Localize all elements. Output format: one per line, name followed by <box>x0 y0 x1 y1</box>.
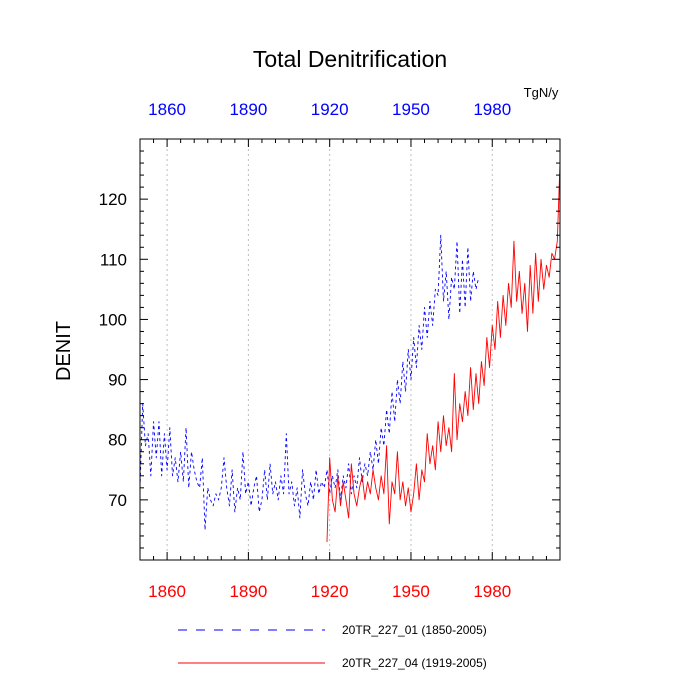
plot-frame <box>139 138 561 561</box>
x-tick-label-top-1890: 1890 <box>229 100 267 119</box>
y-tick-label-90: 90 <box>108 371 127 390</box>
series-line-2 <box>326 163 561 542</box>
x-tick-label-bottom-1950: 1950 <box>392 582 430 601</box>
x-tick-label-top-1860: 1860 <box>148 100 186 119</box>
units-label: TgN/y <box>524 85 559 100</box>
y-tick-label-120: 120 <box>99 190 127 209</box>
x-tick-label-top-1950: 1950 <box>392 100 430 119</box>
y-tick-label-80: 80 <box>108 431 127 450</box>
y-axis-label: DENIT <box>53 321 75 381</box>
x-tick-label-top-1920: 1920 <box>311 100 349 119</box>
series-line-1 <box>139 234 480 531</box>
legend: 20TR_227_01 (1850-2005) 20TR_227_04 (191… <box>178 623 487 670</box>
x-tick-label-bottom-1860: 1860 <box>148 582 186 601</box>
chart-title: Total Denitrification <box>253 46 447 72</box>
x-tick-label-top-1980: 1980 <box>473 100 511 119</box>
y-tick-label-70: 70 <box>108 491 127 510</box>
y-tick-label-100: 100 <box>99 310 127 329</box>
legend-label-series-2: 20TR_227_04 (1919-2005) <box>342 656 487 670</box>
x-tick-label-bottom-1980: 1980 <box>473 582 511 601</box>
vertical-grid <box>166 139 493 560</box>
x-tick-label-bottom-1890: 1890 <box>229 582 267 601</box>
series-layer <box>139 163 561 542</box>
y-tick-label-110: 110 <box>100 250 127 269</box>
legend-label-series-1: 20TR_227_01 (1850-2005) <box>342 623 487 637</box>
axes: 1860 1860 1890 1890 1920 1920 1950 1950 1980 1980… <box>99 100 561 601</box>
x-tick-label-bottom-1920: 1920 <box>311 582 349 601</box>
